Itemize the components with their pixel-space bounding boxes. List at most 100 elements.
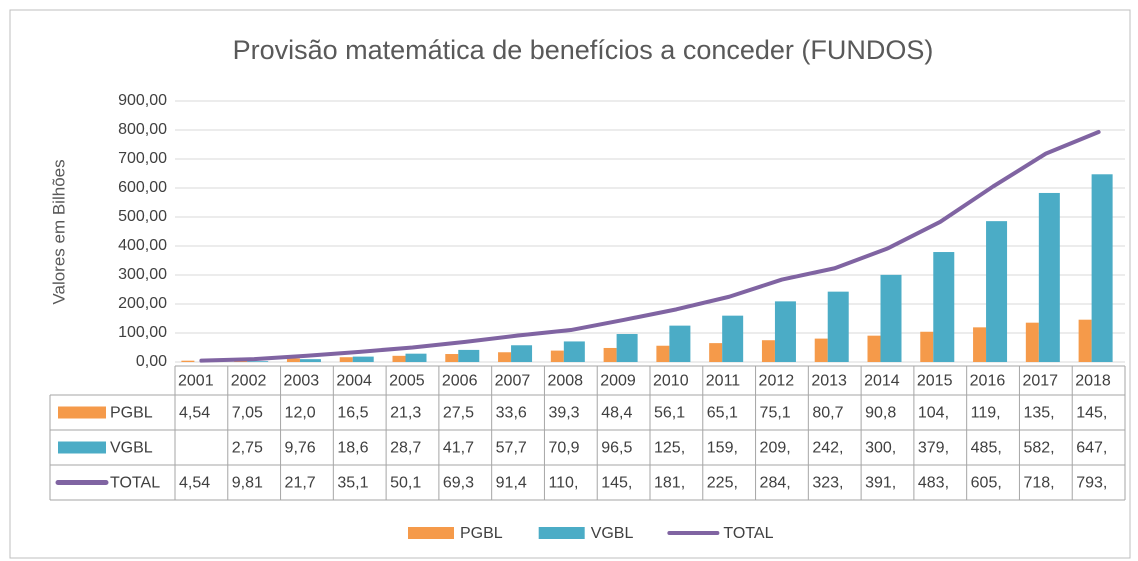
table-value: 605, [971, 475, 1002, 492]
table-value: 104, [918, 405, 949, 422]
table-value: 90,8 [865, 405, 896, 422]
y-tick-label: 900,00 [118, 92, 167, 109]
bar [339, 357, 353, 362]
bar [1078, 319, 1092, 362]
bar [405, 353, 427, 362]
x-tick-label: 2005 [389, 373, 425, 390]
bar [669, 325, 691, 362]
x-tick-label: 2008 [547, 373, 583, 390]
legend-key [58, 441, 106, 454]
bar [458, 349, 480, 362]
x-tick-label: 2004 [336, 373, 372, 390]
x-tick-label: 2003 [284, 373, 320, 390]
table-value: 209, [760, 440, 791, 457]
y-tick-label: 500,00 [118, 208, 167, 225]
x-tick-label: 2010 [653, 373, 689, 390]
table-value: 159, [707, 440, 738, 457]
bar [616, 334, 638, 362]
table-value: 242, [812, 440, 843, 457]
y-tick-label: 300,00 [118, 266, 167, 283]
table-value: 718, [1023, 475, 1054, 492]
table-value: 379, [918, 440, 949, 457]
table-value: 793, [1076, 475, 1107, 492]
table-value: 57,7 [496, 440, 527, 457]
table-value: 2,75 [232, 440, 263, 457]
legend-key [538, 527, 585, 539]
table-value: 48,4 [601, 405, 632, 422]
y-tick-label: 400,00 [118, 237, 167, 254]
y-tick-label: 200,00 [118, 295, 167, 312]
x-tick-label: 2009 [600, 373, 636, 390]
table-value: 16,5 [337, 405, 368, 422]
table-value: 9,76 [285, 440, 316, 457]
x-tick-label: 2014 [864, 373, 900, 390]
bar [920, 331, 934, 362]
table-value: 145, [601, 475, 632, 492]
bar [827, 291, 849, 362]
bar [1091, 174, 1113, 362]
y-tick-label: 700,00 [118, 150, 167, 167]
bar [656, 345, 670, 362]
table-value: 70,9 [548, 440, 579, 457]
y-tick-label: 0,00 [136, 353, 167, 370]
bar [563, 341, 585, 362]
x-tick-label: 2017 [1022, 373, 1058, 390]
table-value: 323, [812, 475, 843, 492]
table-value: 39,3 [548, 405, 579, 422]
table-value: 69,3 [443, 475, 474, 492]
bar [722, 315, 744, 362]
y-tick-label: 800,00 [118, 121, 167, 138]
bar [761, 340, 775, 362]
x-tick-label: 2007 [495, 373, 531, 390]
bar [1038, 192, 1060, 362]
table-value: 225, [707, 475, 738, 492]
table-value: 7,05 [232, 405, 263, 422]
chart-title: Provisão matemática de benefícios a conc… [233, 35, 934, 65]
table-value: 12,0 [285, 405, 316, 422]
bar [550, 350, 564, 362]
x-tick-label: 2018 [1075, 373, 1111, 390]
table-value: 647, [1076, 440, 1107, 457]
table-value: 80,7 [812, 405, 843, 422]
bar [181, 360, 195, 362]
table-value: 28,7 [390, 440, 421, 457]
table-value: 56,1 [654, 405, 685, 422]
table-value: 110, [548, 475, 578, 492]
x-tick-label: 2002 [231, 373, 267, 390]
legend-key [58, 406, 106, 419]
bar [247, 361, 269, 362]
table-value: 125, [654, 440, 685, 457]
table-value: 75,1 [760, 405, 791, 422]
bar [498, 352, 512, 362]
bar [814, 338, 828, 362]
table-value: 91,4 [496, 475, 527, 492]
bar [286, 358, 300, 362]
table-value: 18,6 [337, 440, 368, 457]
table-value: 300, [865, 440, 896, 457]
bar [445, 354, 459, 362]
bar [392, 355, 406, 362]
y-axis-label: Valores em Bilhões [49, 159, 68, 304]
table-series-name: TOTAL [110, 475, 160, 492]
legend-label: VGBL [591, 525, 634, 542]
table-value: 4,54 [179, 405, 210, 422]
table-value: 96,5 [601, 440, 632, 457]
table-value: 582, [1023, 440, 1054, 457]
table-value: 284, [760, 475, 791, 492]
x-tick-label: 2016 [970, 373, 1006, 390]
bar [603, 347, 617, 362]
bar [352, 356, 374, 362]
y-tick-label: 600,00 [118, 179, 167, 196]
bar [511, 345, 533, 362]
table-value: 65,1 [707, 405, 738, 422]
legend-key [408, 527, 454, 539]
x-tick-label: 2015 [917, 373, 953, 390]
line [199, 129, 1101, 363]
bar [299, 359, 321, 362]
x-tick-label: 2012 [759, 373, 795, 390]
table-value: 27,5 [443, 405, 474, 422]
bar [973, 327, 987, 362]
x-tick-label: 2011 [706, 373, 741, 390]
